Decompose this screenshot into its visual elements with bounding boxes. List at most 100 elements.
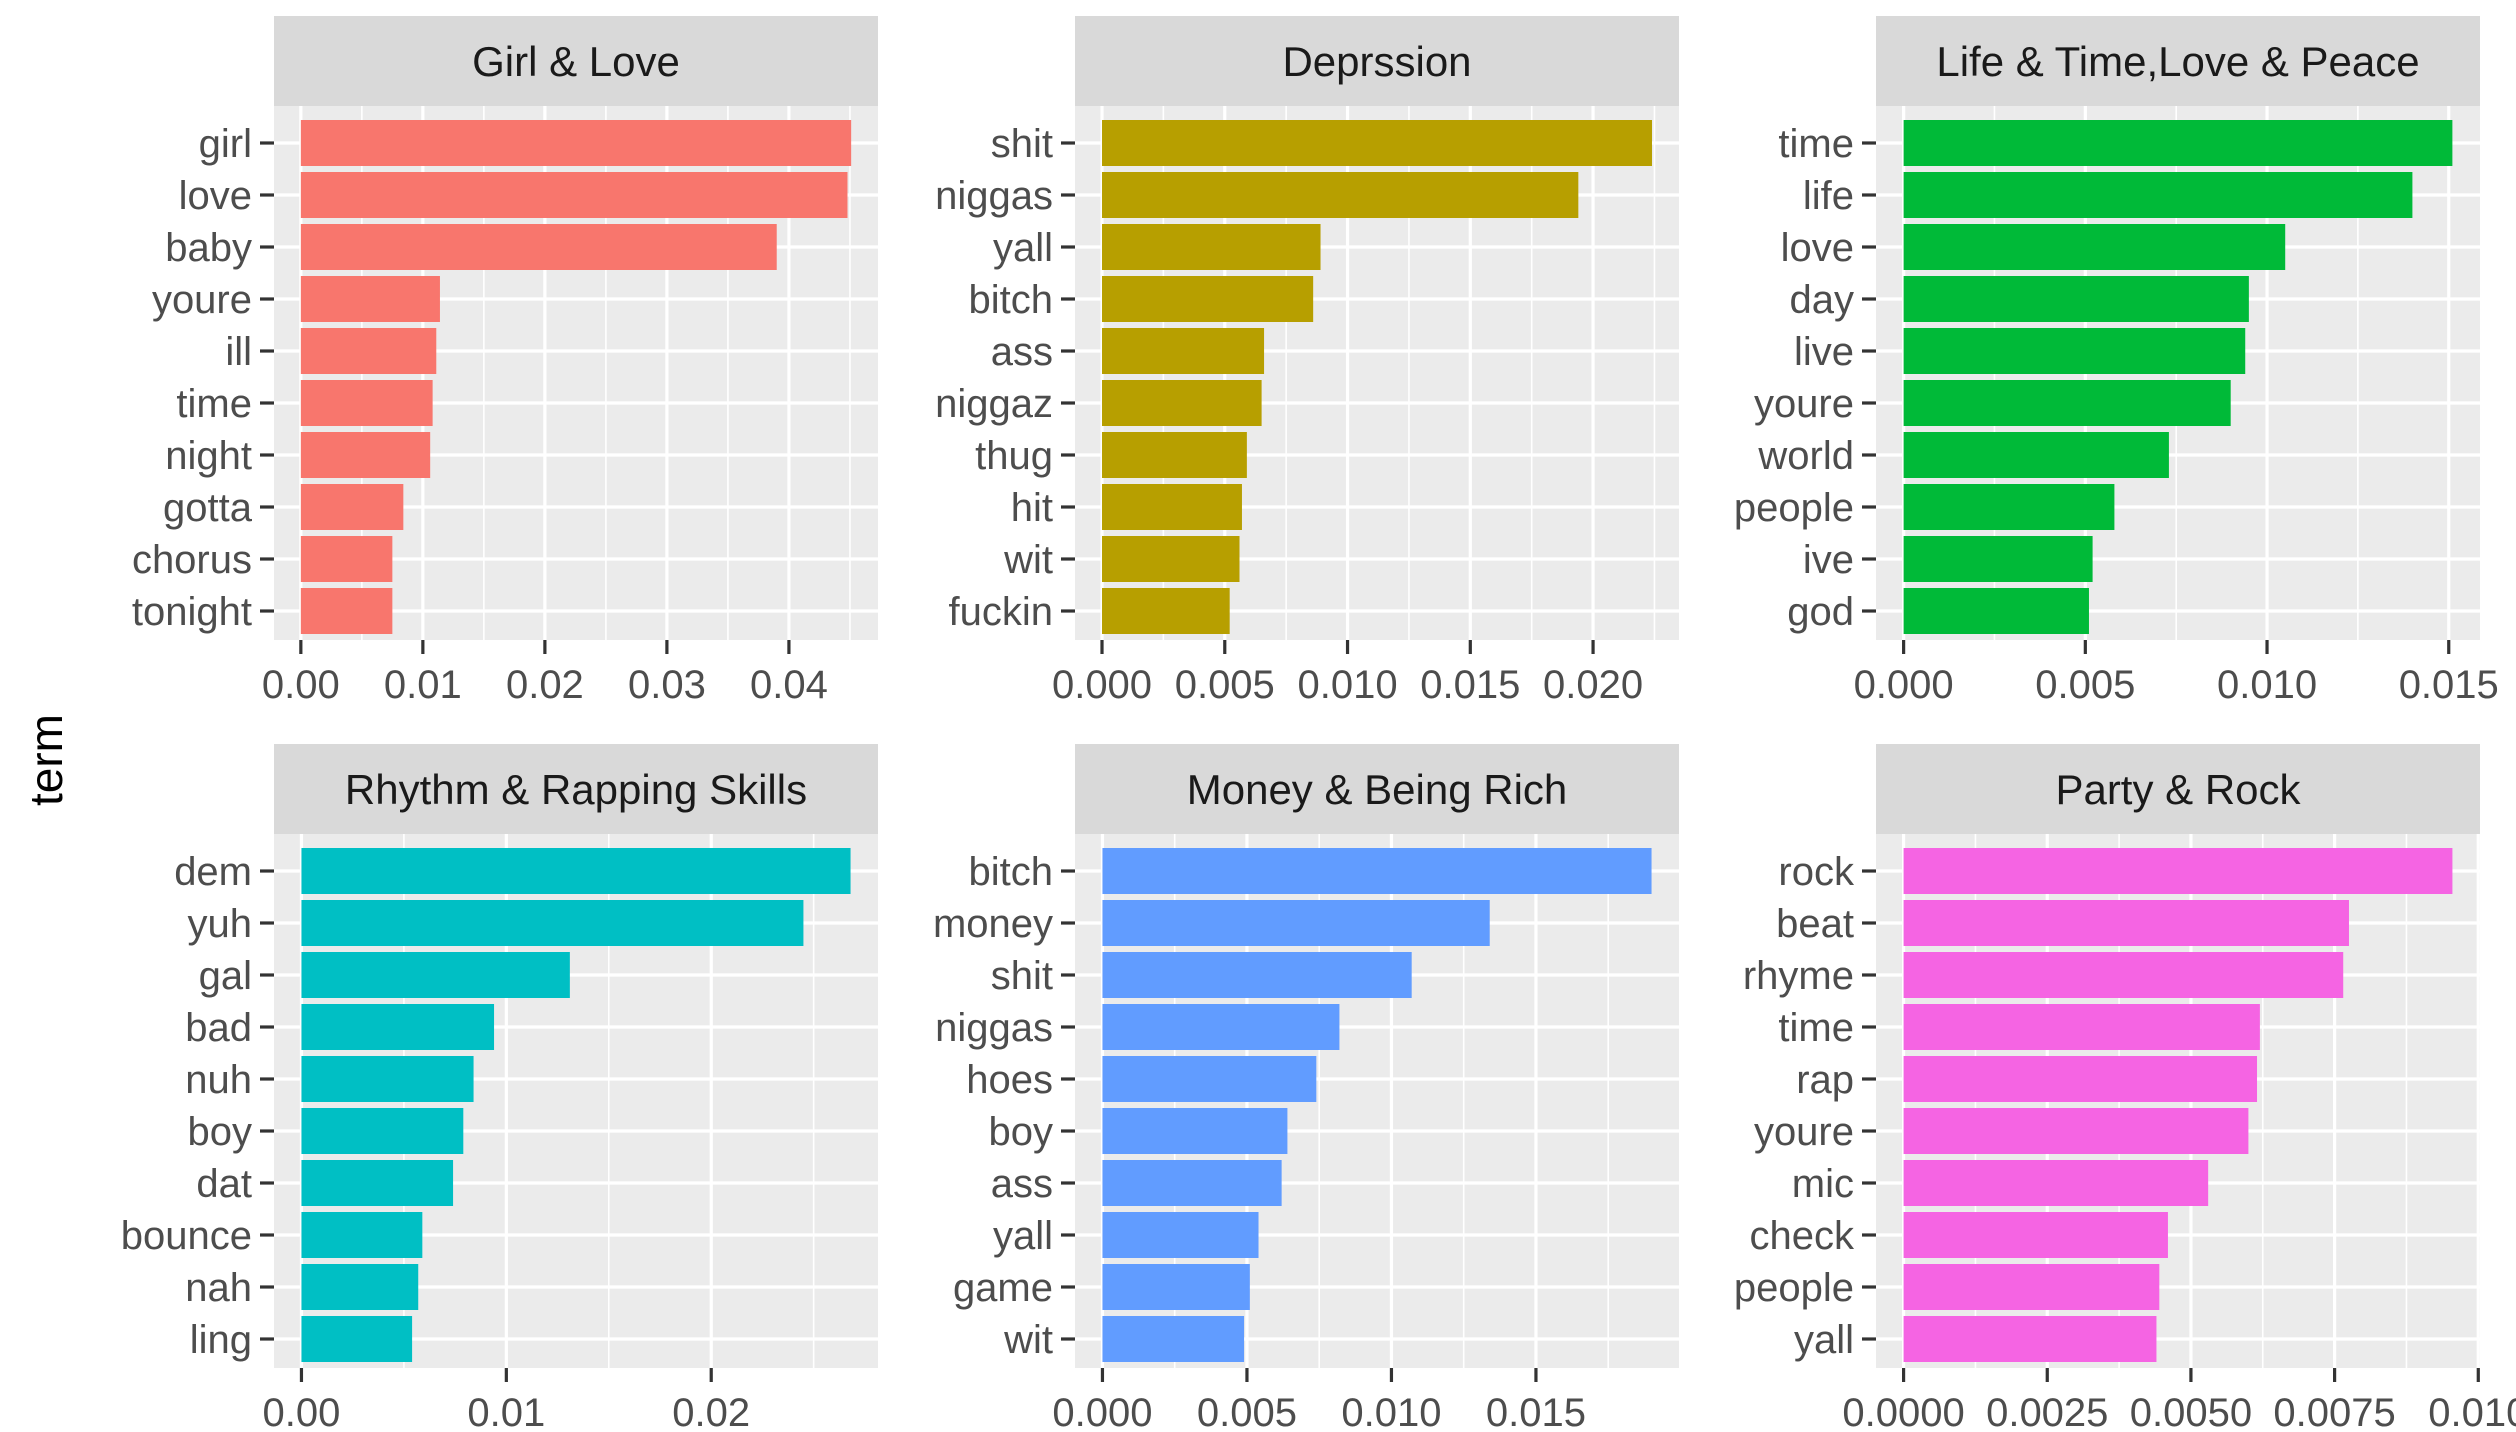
- bar: [301, 1264, 419, 1310]
- bar: [300, 536, 393, 582]
- x-tick-label: 0.000: [1052, 1391, 1152, 1432]
- bar: [1903, 432, 2169, 478]
- x-tick-label: 0.00: [262, 663, 340, 707]
- bar: [1903, 484, 2115, 530]
- facet-title: Money & Being Rich: [1187, 766, 1568, 813]
- y-tick-label: bitch: [969, 850, 1054, 894]
- y-tick-label: ling: [190, 1318, 252, 1362]
- y-tick-label: youre: [152, 278, 252, 322]
- bar: [1102, 1004, 1340, 1050]
- y-tick-label: bad: [185, 1006, 252, 1050]
- y-tick-label: time: [176, 382, 252, 426]
- bar: [300, 588, 393, 634]
- bar: [1102, 952, 1412, 998]
- x-tick-label: 0.04: [750, 663, 828, 707]
- y-tick-label: people: [1734, 1266, 1854, 1310]
- y-tick-label: rhyme: [1743, 954, 1854, 998]
- bar: [300, 484, 404, 530]
- bar: [300, 276, 440, 322]
- bar: [1903, 1316, 2157, 1362]
- y-tick-label: thug: [975, 434, 1053, 478]
- y-tick-label: time: [1778, 1006, 1854, 1050]
- bar: [1903, 224, 2286, 270]
- y-tick-label: youre: [1754, 382, 1854, 426]
- x-tick-label: 0.0000: [1842, 1391, 1964, 1432]
- y-tick-label: rap: [1796, 1058, 1854, 1102]
- bar: [1102, 120, 1652, 166]
- y-tick-label: dem: [174, 850, 252, 894]
- y-tick-label: gal: [199, 954, 252, 998]
- y-tick-label: wit: [1003, 538, 1053, 582]
- bar: [301, 1108, 464, 1154]
- bar: [1102, 588, 1230, 634]
- bar: [1903, 1004, 2260, 1050]
- facet-panel: Party & Rock rock beat rhyme time rap youre mic…: [1734, 744, 2516, 1432]
- bar: [301, 1160, 454, 1206]
- y-tick-label: people: [1734, 486, 1854, 530]
- x-tick-label: 0.01: [467, 1391, 545, 1432]
- bar: [301, 1004, 495, 1050]
- x-tick-label: 0.00: [263, 1391, 341, 1432]
- y-tick-label: bounce: [121, 1214, 252, 1258]
- x-tick-label: 0.010: [2428, 1391, 2516, 1432]
- bar: [301, 848, 851, 894]
- y-tick-label: yall: [993, 226, 1053, 270]
- x-tick-label: 0.02: [672, 1391, 750, 1432]
- bar: [1102, 380, 1262, 426]
- y-tick-label: yall: [1794, 1318, 1854, 1362]
- bar: [1102, 536, 1240, 582]
- x-tick-label: 0.000: [1854, 663, 1954, 707]
- bar: [300, 380, 433, 426]
- y-axis-title: term: [20, 714, 72, 806]
- bar: [1102, 224, 1321, 270]
- y-tick-label: god: [1787, 590, 1854, 634]
- bar: [1903, 1212, 2168, 1258]
- bar: [1102, 1264, 1250, 1310]
- y-tick-label: life: [1803, 174, 1854, 218]
- x-tick-label: 0.010: [2217, 663, 2317, 707]
- bar: [1903, 172, 2413, 218]
- bar: [1102, 484, 1242, 530]
- x-tick-label: 0.000: [1052, 663, 1152, 707]
- x-tick-label: 0.005: [1175, 663, 1275, 707]
- y-tick-label: gotta: [163, 486, 253, 530]
- bar: [301, 952, 570, 998]
- bar: [301, 900, 804, 946]
- x-tick-label: 0.01: [384, 663, 462, 707]
- y-tick-label: ass: [991, 1162, 1053, 1206]
- y-tick-label: hit: [1011, 486, 1053, 530]
- bar: [1102, 1108, 1288, 1154]
- bar: [1102, 848, 1652, 894]
- x-tick-label: 0.0075: [2273, 1391, 2395, 1432]
- bar: [300, 172, 848, 218]
- y-tick-label: beat: [1776, 902, 1854, 946]
- bar: [1102, 1212, 1259, 1258]
- bar: [300, 224, 777, 270]
- bar: [1903, 536, 2093, 582]
- facet-title: Rhythm & Rapping Skills: [345, 766, 807, 813]
- y-tick-label: ass: [991, 330, 1053, 374]
- y-tick-label: ill: [225, 330, 252, 374]
- bar: [1903, 276, 2249, 322]
- bar: [1102, 1056, 1317, 1102]
- x-tick-label: 0.010: [1297, 663, 1397, 707]
- bar: [1903, 1108, 2249, 1154]
- facet-panel: Deprssion shit niggas yall bitch ass niggaz thu…: [935, 16, 1679, 707]
- y-tick-label: shit: [991, 954, 1053, 998]
- facet-strip: [1075, 16, 1679, 106]
- facet-title: Party & Rock: [2055, 766, 2301, 813]
- y-tick-label: ive: [1803, 538, 1854, 582]
- y-tick-label: girl: [199, 122, 252, 166]
- y-tick-label: niggas: [935, 1006, 1053, 1050]
- bar: [301, 1056, 474, 1102]
- y-tick-label: bitch: [969, 278, 1054, 322]
- x-tick-label: 0.015: [1486, 1391, 1586, 1432]
- x-tick-label: 0.015: [1420, 663, 1520, 707]
- y-tick-label: night: [165, 434, 252, 478]
- y-tick-label: yuh: [188, 902, 253, 946]
- y-tick-label: niggas: [935, 174, 1053, 218]
- bar: [1903, 588, 2089, 634]
- y-tick-label: live: [1794, 330, 1854, 374]
- x-tick-label: 0.0025: [1986, 1391, 2108, 1432]
- bar: [1903, 1264, 2160, 1310]
